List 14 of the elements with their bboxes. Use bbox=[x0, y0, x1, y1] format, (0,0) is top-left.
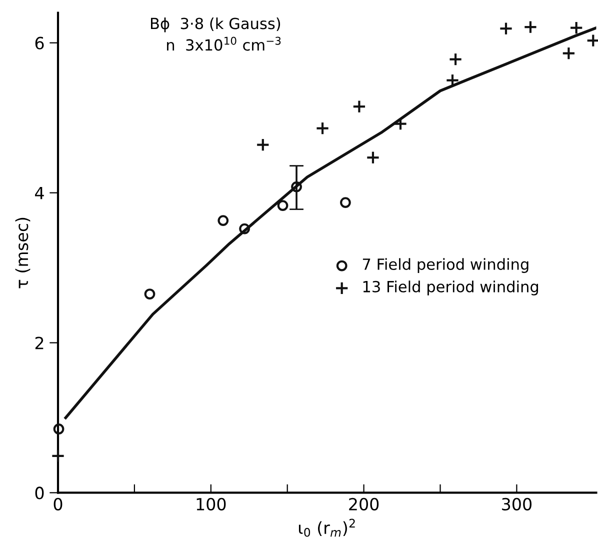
annotation: Bϕ 3·8 (k Gauss) bbox=[151, 17, 280, 32]
y-tick-label: 0 bbox=[35, 486, 44, 500]
y-tick-label: 2 bbox=[35, 336, 44, 350]
legend-label: 13 Field period winding bbox=[363, 280, 538, 296]
annotation: n 3x10$^{10}$ cm$^{−3}$ bbox=[167, 36, 281, 51]
x-tick-label: 100 bbox=[196, 498, 226, 510]
x-tick-label: 200 bbox=[349, 498, 379, 510]
x-axis-title: ι$_{0}$ (r$_{m}$)$^{2}$ bbox=[298, 518, 355, 537]
legend-label: 7 Field period winding bbox=[362, 258, 528, 273]
y-axis-title: τ (msec) bbox=[15, 218, 30, 288]
x-tick-label: 0 bbox=[54, 498, 62, 510]
y-tick-label: 6 bbox=[35, 36, 44, 50]
y-tick-label: 4 bbox=[35, 186, 44, 200]
x-tick-label: 300 bbox=[502, 498, 532, 510]
